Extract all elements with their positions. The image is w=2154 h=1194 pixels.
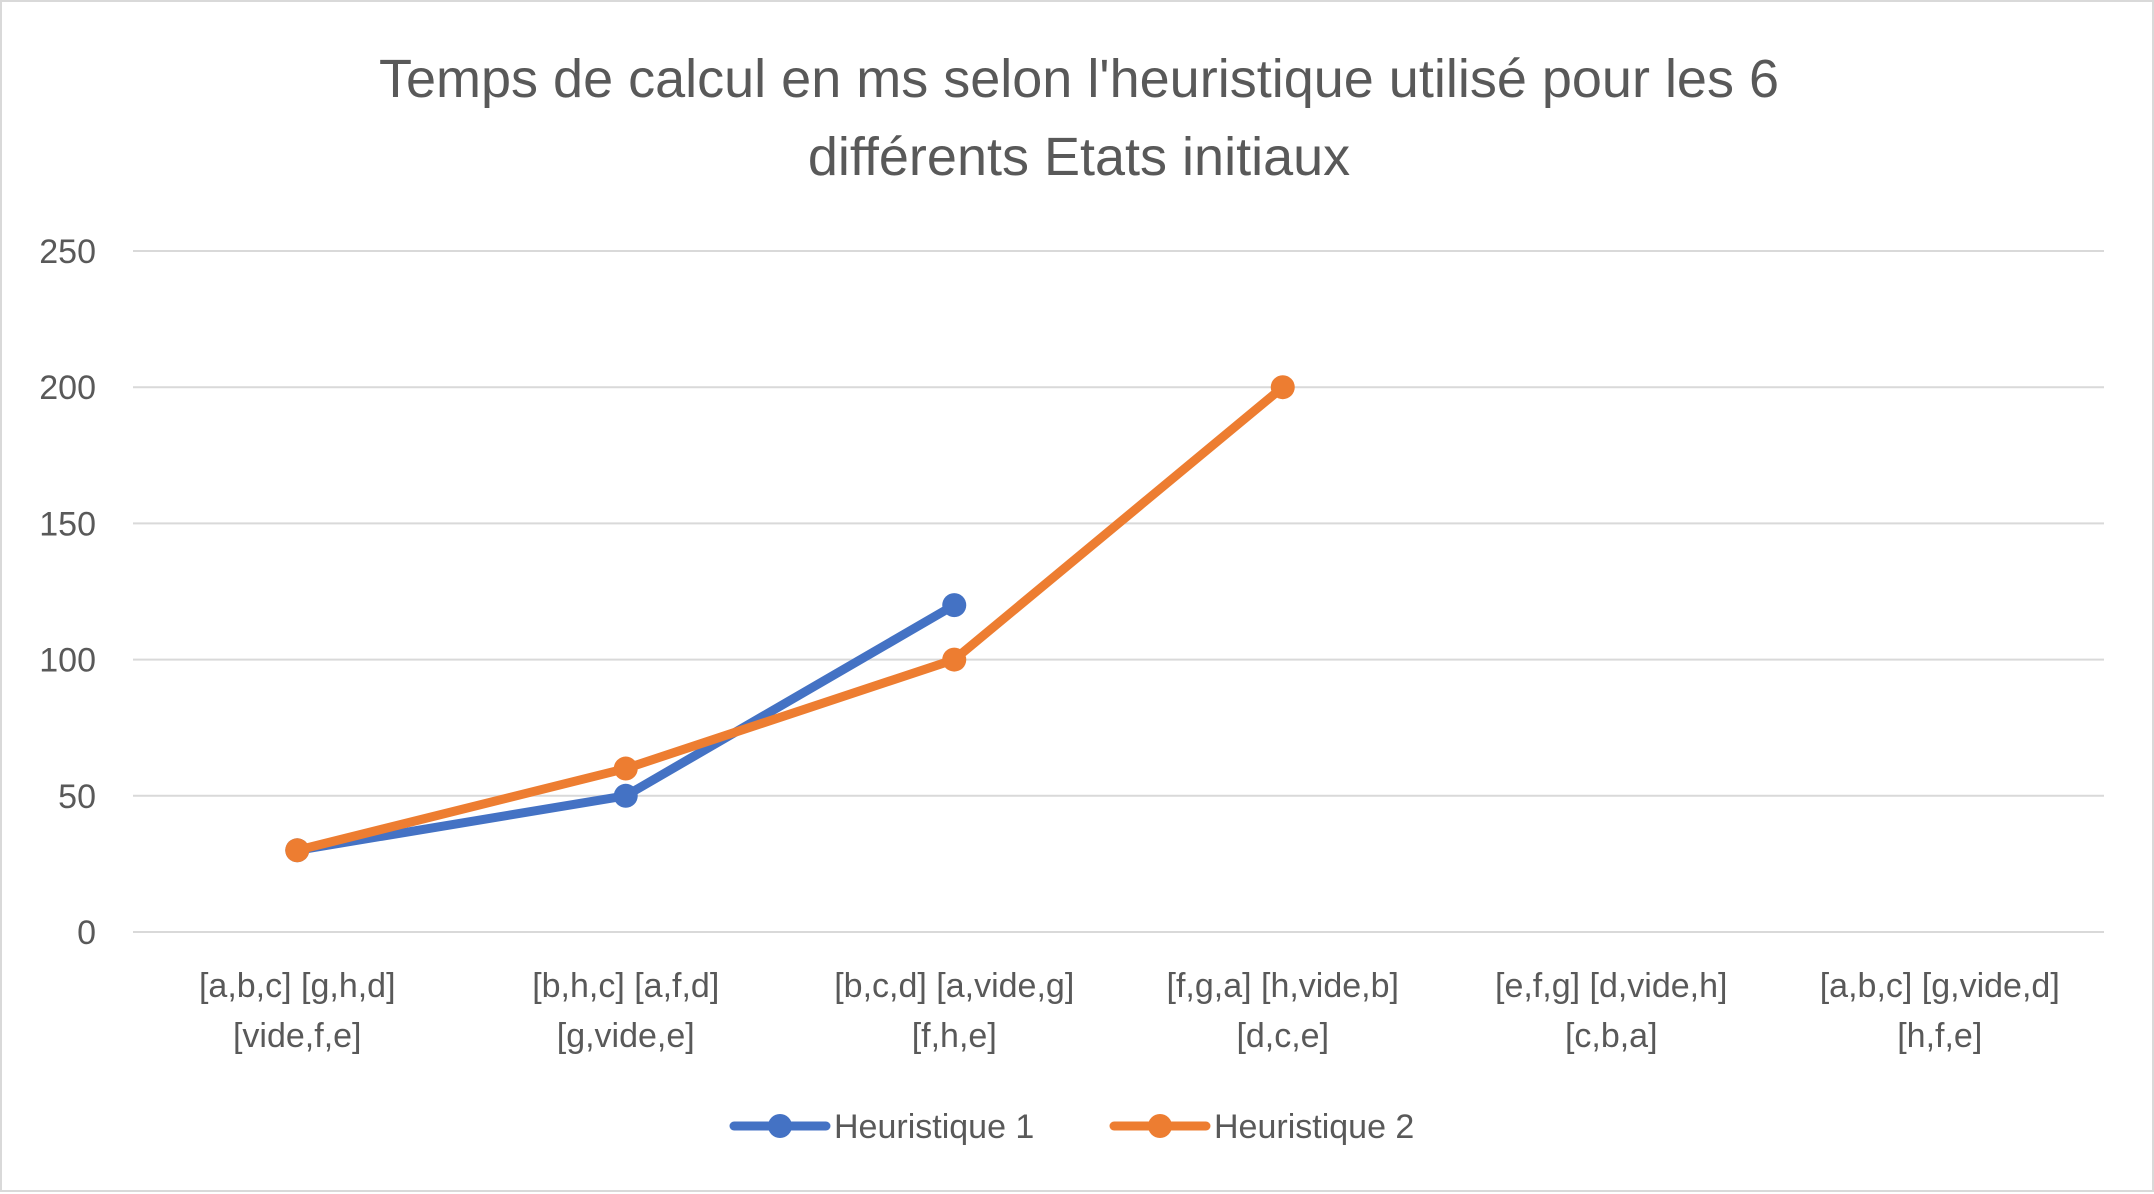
gridlines: [133, 250, 2104, 933]
x-tick-label: [b,h,c] [a,f,d]: [532, 967, 719, 1005]
y-tick-label: 250: [39, 233, 96, 271]
series-2: [285, 375, 1295, 863]
data-point: [942, 593, 967, 618]
x-tick-label: [e,f,g] [d,vide,h]: [1495, 967, 1727, 1005]
legend-item: Heuristique 1: [729, 1108, 1034, 1146]
x-tick-label: [c,b,a]: [1565, 1017, 1658, 1055]
x-tick-label: [g,vide,e]: [557, 1017, 695, 1055]
y-axis-tick-labels: 0 50 100 150 200 250: [39, 233, 96, 952]
x-tick-label: [a,b,c] [g,vide,d]: [1820, 967, 2060, 1005]
x-tick-label: [b,c,d] [a,vide,g]: [834, 967, 1074, 1005]
chart-title-line-1: Temps de calcul en ms selon l'heuristiqu…: [379, 49, 1779, 109]
data-point: [285, 838, 310, 863]
y-tick-label: 50: [58, 778, 96, 816]
legend-item: Heuristique 2: [1109, 1108, 1414, 1146]
series-lines: [285, 375, 1295, 863]
legend-swatch-marker: [768, 1114, 792, 1138]
y-tick-label: 150: [39, 505, 96, 543]
x-tick-label: [d,c,e]: [1236, 1017, 1329, 1055]
legend-label: Heuristique 2: [1214, 1108, 1414, 1146]
series-line: [292, 382, 1288, 855]
chart-title: Temps de calcul en ms selon l'heuristiqu…: [379, 49, 1779, 187]
series-line: [292, 600, 959, 855]
x-tick-label: [f,h,e]: [912, 1017, 997, 1055]
y-tick-label: 100: [39, 642, 96, 680]
y-tick-label: 0: [77, 914, 96, 952]
legend-label: Heuristique 1: [834, 1108, 1034, 1146]
data-point: [942, 647, 967, 672]
legend-swatch-marker: [1148, 1114, 1172, 1138]
legend: Heuristique 1 Heuristique 2: [729, 1108, 1414, 1146]
chart-title-line-2: différents Etats initiaux: [808, 127, 1350, 187]
x-tick-label: [f,g,a] [h,vide,b]: [1167, 967, 1399, 1005]
x-axis-tick-labels: [a,b,c] [g,h,d] [vide,f,e] [b,h,c] [a,f,d]…: [199, 967, 2060, 1055]
data-point: [613, 783, 638, 808]
series-1: [285, 593, 967, 863]
x-tick-label: [vide,f,e]: [233, 1017, 362, 1055]
data-point: [1270, 375, 1295, 400]
y-tick-label: 200: [39, 369, 96, 407]
x-tick-label: [h,f,e]: [1897, 1017, 1982, 1055]
x-tick-label: [a,b,c] [g,h,d]: [199, 967, 396, 1005]
data-point: [613, 756, 638, 781]
